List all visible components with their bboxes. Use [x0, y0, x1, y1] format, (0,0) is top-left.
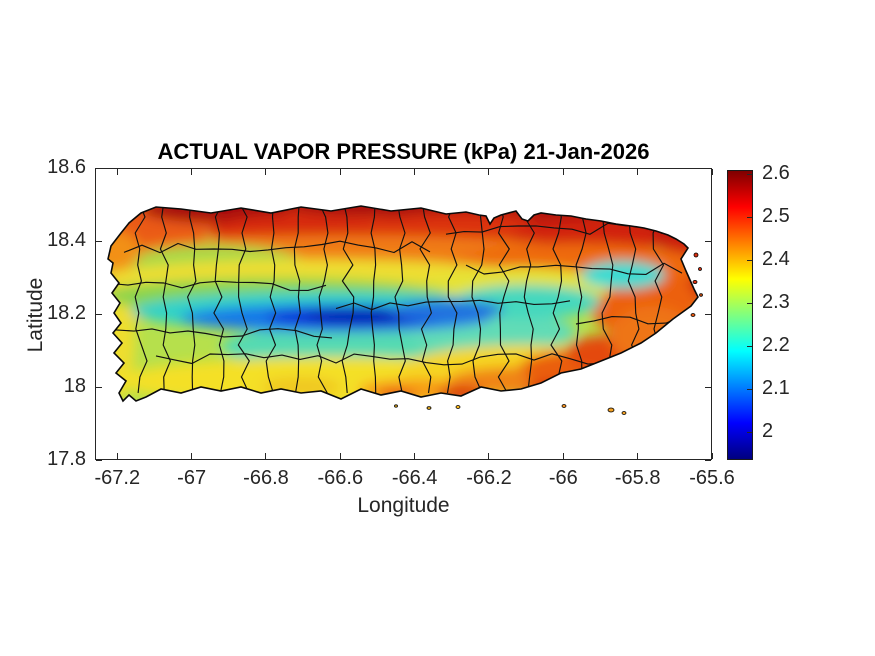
- chart-title: ACTUAL VAPOR PRESSURE (kPa) 21-Jan-2026: [157, 139, 650, 164]
- y-tick-mark: [705, 386, 711, 388]
- municipality-boundaries: [109, 206, 685, 394]
- x-tick-mark: [191, 169, 193, 175]
- colorbar-tick-mark: [747, 302, 752, 304]
- y-tick-mark: [96, 167, 102, 169]
- colorbar-tick-mark: [747, 216, 752, 218]
- colorbar-tick-mark: [747, 259, 752, 261]
- x-tick-mark: [414, 453, 416, 459]
- x-tick-mark: [414, 169, 416, 175]
- y-tick-mark: [705, 313, 711, 315]
- x-tick-label: -65.8: [614, 467, 661, 489]
- x-tick-label: -66.8: [243, 467, 289, 489]
- colorbar-tick-label: 2.6: [762, 162, 790, 185]
- y-tick-label: 18.6: [47, 156, 86, 178]
- y-tick-mark: [705, 240, 711, 242]
- y-tick-mark: [705, 167, 711, 169]
- x-tick-label: -66.2: [466, 467, 512, 489]
- x-tick-mark: [711, 169, 713, 175]
- x-tick-mark: [488, 453, 490, 459]
- y-tick-label: 18.4: [47, 229, 86, 251]
- x-tick-label: -65.6: [689, 467, 735, 489]
- offshore-islets: [394, 252, 703, 415]
- x-tick-mark: [339, 453, 341, 459]
- x-tick-mark: [191, 453, 193, 459]
- x-tick-mark: [637, 453, 639, 459]
- x-tick-label: -67.2: [94, 467, 141, 489]
- x-tick-mark: [562, 169, 564, 175]
- x-tick-label: -66: [548, 467, 578, 489]
- plot-area: [95, 168, 712, 460]
- x-tick-mark: [562, 453, 564, 459]
- colorbar-tick-mark: [747, 173, 752, 175]
- colorbar-tick-label: 2.3: [762, 291, 790, 314]
- x-tick-label: -66.4: [391, 467, 438, 489]
- y-tick-label: 18: [63, 375, 86, 397]
- x-tick-mark: [116, 169, 118, 175]
- x-tick-label: -66.6: [317, 467, 364, 489]
- colorbar-tick-label: 2.5: [762, 205, 790, 228]
- y-tick-label: 17.8: [47, 448, 86, 470]
- y-tick-mark: [96, 240, 102, 242]
- colorbar-tick-label: 2.2: [762, 334, 790, 357]
- colorbar-gradient: [728, 171, 752, 459]
- y-tick-mark: [96, 386, 102, 388]
- colorbar-tick-mark: [747, 388, 752, 390]
- colorbar-tick-label: 2.1: [762, 377, 790, 400]
- x-tick-label: -67: [177, 467, 207, 489]
- x-tick-mark: [637, 169, 639, 175]
- y-tick-mark: [96, 459, 102, 461]
- colorbar-tick-mark: [747, 431, 752, 433]
- colorbar-tick-label: 2.4: [762, 248, 790, 271]
- puerto-rico-map: [107, 205, 703, 415]
- x-tick-mark: [711, 453, 713, 459]
- x-axis-label: Longitude: [357, 494, 450, 517]
- colorbar-tick-mark: [747, 345, 752, 347]
- y-tick-mark: [705, 459, 711, 461]
- x-tick-mark: [339, 169, 341, 175]
- colorbar-tick-label: 2: [762, 420, 774, 443]
- x-tick-mark: [265, 169, 267, 175]
- x-tick-mark: [116, 453, 118, 459]
- x-tick-mark: [265, 453, 267, 459]
- y-tick-label: 18.2: [47, 302, 86, 324]
- vapor-pressure-field: [108, 206, 698, 401]
- y-tick-mark: [96, 313, 102, 315]
- x-tick-mark: [488, 169, 490, 175]
- colorbar: [727, 170, 753, 460]
